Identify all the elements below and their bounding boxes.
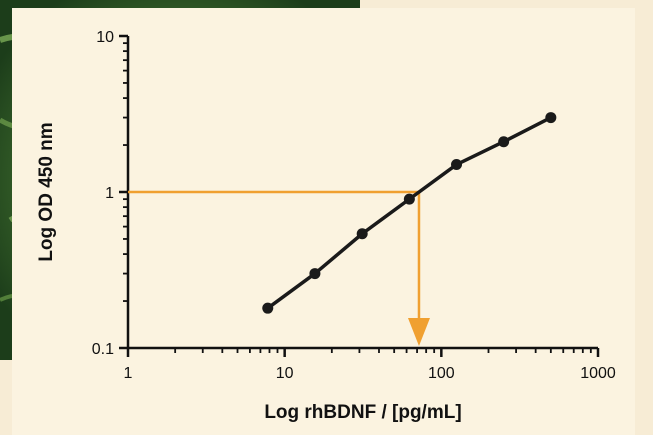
y-tick-label: 1	[105, 185, 114, 202]
interpolation-annotation	[128, 190, 430, 346]
x-tick-label: 10	[276, 365, 294, 382]
data-point	[545, 112, 557, 124]
tick-labels: 1 10 100 1000 10 1 0.1	[92, 29, 616, 382]
x-tick-label: 1	[124, 365, 133, 382]
data-point	[498, 136, 510, 148]
data-point	[403, 193, 415, 205]
y-tick-label: 10	[96, 29, 114, 46]
x-tick-label: 100	[428, 365, 455, 382]
data-series	[262, 112, 557, 314]
chart-panel: 1 10 100 1000 10 1 0.1 Log rhBDNF / [pg/mL] Lo…	[12, 8, 635, 435]
series-line	[266, 116, 552, 310]
y-tick-label: 0.1	[92, 341, 114, 358]
data-point	[451, 159, 463, 171]
data-point	[262, 302, 274, 314]
x-tick-label: 1000	[580, 365, 616, 382]
y-axis-title: Log OD 450 nm	[36, 122, 57, 261]
data-point	[356, 228, 368, 240]
axis-ticks	[119, 34, 600, 357]
chart: 1 10 100 1000 10 1 0.1 Log rhBDNF / [pg/mL] Lo…	[36, 29, 616, 423]
data-point	[309, 268, 321, 280]
interpolation-arrowhead	[407, 318, 430, 346]
x-axis-title: Log rhBDNF / [pg/mL]	[264, 402, 461, 423]
